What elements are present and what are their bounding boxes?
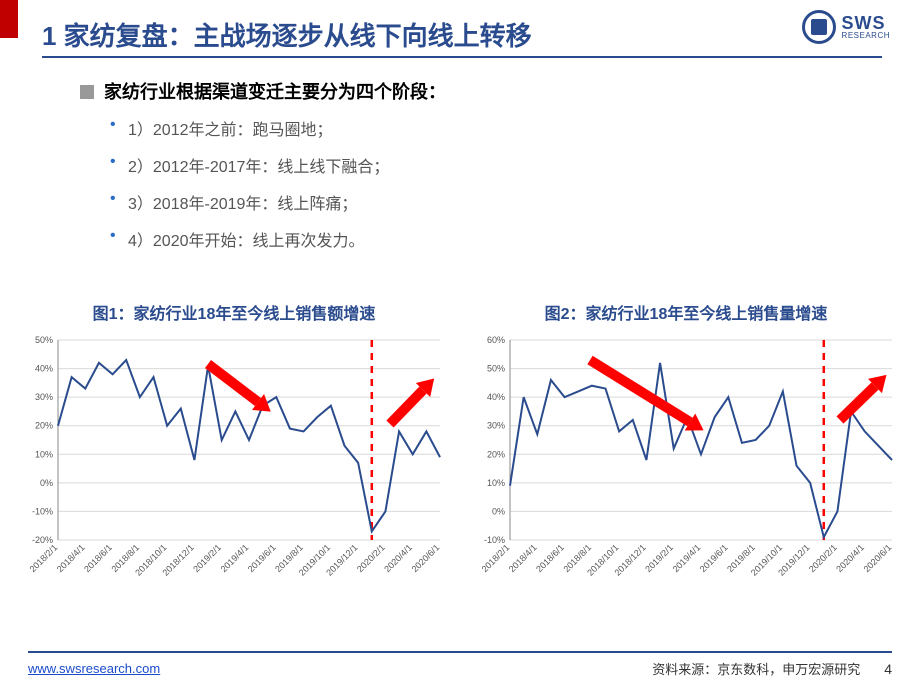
footer-row: www.swsresearch.com 资料来源：京东数科，申万宏源研究 4 bbox=[28, 659, 892, 678]
svg-text:50%: 50% bbox=[35, 335, 53, 345]
sws-logo: SWS RESEARCH bbox=[802, 10, 890, 44]
logo-main: SWS bbox=[842, 14, 890, 32]
svg-text:0%: 0% bbox=[492, 506, 505, 516]
page-number: 4 bbox=[884, 661, 892, 677]
svg-text:20%: 20% bbox=[35, 421, 53, 431]
svg-text:2020/6/1: 2020/6/1 bbox=[410, 542, 442, 574]
svg-text:10%: 10% bbox=[35, 449, 53, 459]
charts-row: 图1：家纺行业18年至今线上销售额增速 -20%-10%0%10%20%30%4… bbox=[18, 300, 902, 605]
header-accent-bar bbox=[0, 0, 18, 38]
svg-text:60%: 60% bbox=[487, 335, 505, 345]
section-heading: 家纺行业根据渠道变迁主要分为四个阶段： bbox=[104, 78, 446, 104]
svg-text:2020/4/1: 2020/4/1 bbox=[834, 542, 866, 574]
svg-text:2019/4/1: 2019/4/1 bbox=[219, 542, 251, 574]
svg-text:2019/2/1: 2019/2/1 bbox=[191, 542, 223, 574]
svg-text:2019/6/1: 2019/6/1 bbox=[246, 542, 278, 574]
stage-item: 1）2012年之前：跑马圈地； bbox=[110, 116, 880, 140]
svg-text:2019/4/1: 2019/4/1 bbox=[671, 542, 703, 574]
svg-text:2018/6/1: 2018/6/1 bbox=[534, 542, 566, 574]
svg-text:40%: 40% bbox=[35, 364, 53, 374]
svg-text:0%: 0% bbox=[40, 478, 53, 488]
chart2-title: 图2：家纺行业18年至今线上销售量增速 bbox=[470, 300, 902, 324]
title-underline bbox=[42, 56, 882, 58]
svg-text:30%: 30% bbox=[35, 392, 53, 402]
svg-text:2018/4/1: 2018/4/1 bbox=[507, 542, 539, 574]
square-bullet-icon bbox=[80, 85, 94, 99]
svg-text:30%: 30% bbox=[487, 421, 505, 431]
chart2-svg: -10%0%10%20%30%40%50%60%2018/2/12018/4/1… bbox=[470, 330, 902, 600]
svg-text:2018/4/1: 2018/4/1 bbox=[55, 542, 87, 574]
footer: www.swsresearch.com 资料来源：京东数科，申万宏源研究 4 bbox=[0, 651, 920, 678]
stage-list: 1）2012年之前：跑马圈地； 2）2012年-2017年：线上线下融合； 3）… bbox=[80, 116, 880, 251]
chart1-svg: -20%-10%0%10%20%30%40%50%2018/2/12018/4/… bbox=[18, 330, 450, 600]
footer-right: 资料来源：京东数科，申万宏源研究 4 bbox=[652, 659, 892, 678]
svg-text:50%: 50% bbox=[487, 364, 505, 374]
stage-item: 2）2012年-2017年：线上线下融合； bbox=[110, 153, 880, 177]
svg-text:2018/6/1: 2018/6/1 bbox=[82, 542, 114, 574]
svg-text:2020/4/1: 2020/4/1 bbox=[382, 542, 414, 574]
svg-text:20%: 20% bbox=[487, 449, 505, 459]
svg-text:40%: 40% bbox=[487, 392, 505, 402]
svg-text:2020/2/1: 2020/2/1 bbox=[807, 542, 839, 574]
page-title: 1 家纺复盘：主战场逐步从线下向线上转移 bbox=[42, 16, 532, 53]
stage-item: 4）2020年开始：线上再次发力。 bbox=[110, 227, 880, 251]
svg-text:10%: 10% bbox=[487, 478, 505, 488]
svg-text:2019/6/1: 2019/6/1 bbox=[698, 542, 730, 574]
title-row: 1 家纺复盘：主战场逐步从线下向线上转移 bbox=[42, 16, 532, 53]
stage-item: 3）2018年-2019年：线上阵痛； bbox=[110, 190, 880, 214]
chart1-title: 图1：家纺行业18年至今线上销售额增速 bbox=[18, 300, 450, 324]
logo-sub: RESEARCH bbox=[842, 32, 890, 40]
sws-logo-icon bbox=[802, 10, 836, 44]
svg-text:2020/6/1: 2020/6/1 bbox=[862, 542, 894, 574]
svg-text:2018/2/1: 2018/2/1 bbox=[480, 542, 512, 574]
svg-text:2020/2/1: 2020/2/1 bbox=[355, 542, 387, 574]
chart2-box: 图2：家纺行业18年至今线上销售量增速 -10%0%10%20%30%40%50… bbox=[470, 300, 902, 605]
footer-link[interactable]: www.swsresearch.com bbox=[28, 661, 160, 676]
sws-logo-text: SWS RESEARCH bbox=[842, 14, 890, 40]
content-block: 家纺行业根据渠道变迁主要分为四个阶段： 1）2012年之前：跑马圈地； 2）20… bbox=[80, 78, 880, 264]
section-head: 家纺行业根据渠道变迁主要分为四个阶段： bbox=[80, 78, 880, 104]
svg-text:-10%: -10% bbox=[32, 506, 53, 516]
footer-source: 资料来源：京东数科，申万宏源研究 bbox=[652, 659, 860, 678]
footer-line bbox=[28, 651, 892, 653]
svg-text:2018/2/1: 2018/2/1 bbox=[28, 542, 60, 574]
svg-text:2019/2/1: 2019/2/1 bbox=[643, 542, 675, 574]
chart1-box: 图1：家纺行业18年至今线上销售额增速 -20%-10%0%10%20%30%4… bbox=[18, 300, 450, 605]
